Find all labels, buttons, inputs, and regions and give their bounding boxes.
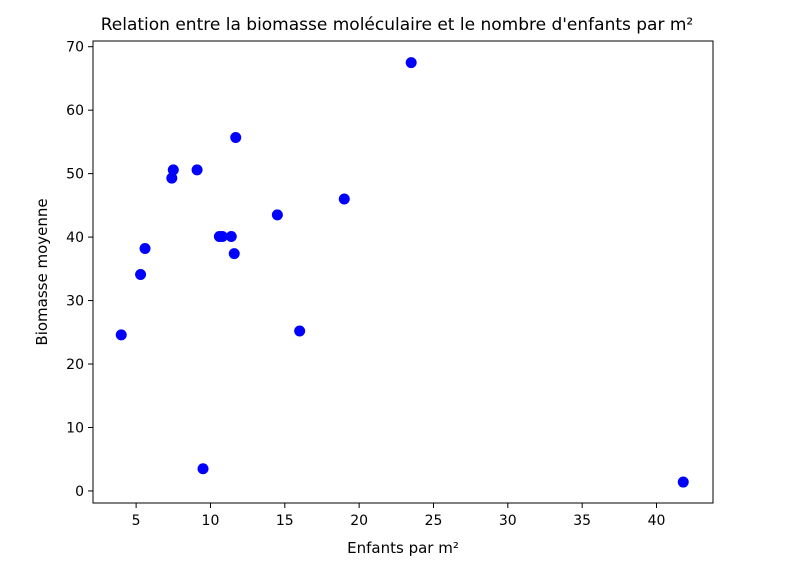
x-tick-label: 15 <box>276 513 294 529</box>
y-tick-label: 60 <box>66 103 84 119</box>
y-tick-label: 50 <box>66 167 84 183</box>
x-tick-label: 5 <box>132 513 141 529</box>
x-tick-label: 10 <box>202 513 220 529</box>
plot-area <box>115 57 689 488</box>
data-point <box>115 329 127 341</box>
data-point <box>225 230 237 242</box>
data-point <box>167 164 179 176</box>
data-point <box>338 193 350 205</box>
x-tick-label: 25 <box>425 513 443 529</box>
y-tick-label: 0 <box>75 484 84 500</box>
plot-frame <box>92 40 714 504</box>
x-tick-label: 40 <box>648 513 666 529</box>
x-tick-label: 20 <box>350 513 368 529</box>
data-point <box>294 325 306 337</box>
x-axis-label: Enfants par m² <box>347 539 459 557</box>
chart-title: Relation entre la biomasse moléculaire e… <box>101 15 694 35</box>
data-point <box>677 476 689 488</box>
data-point <box>197 463 209 475</box>
data-point <box>166 172 178 184</box>
data-point <box>191 164 203 176</box>
data-point <box>216 230 228 242</box>
y-tick-label: 70 <box>66 40 84 56</box>
y-tick-label: 10 <box>66 420 84 436</box>
data-point <box>135 269 147 281</box>
data-point <box>230 131 242 143</box>
y-tick-label: 30 <box>66 294 84 310</box>
data-point <box>405 57 417 69</box>
y-axis: 0 10 20 30 40 50 60 70 <box>66 40 93 500</box>
data-point <box>139 243 151 255</box>
data-point <box>271 209 283 221</box>
data-point <box>228 248 240 260</box>
y-axis-label: Biomasse moyenne <box>33 198 51 345</box>
x-axis: 5 10 15 20 25 30 35 40 <box>132 503 666 529</box>
x-tick-label: 35 <box>573 513 591 529</box>
y-tick-label: 20 <box>66 357 84 373</box>
y-tick-label: 40 <box>66 230 84 246</box>
x-tick-label: 30 <box>499 513 517 529</box>
